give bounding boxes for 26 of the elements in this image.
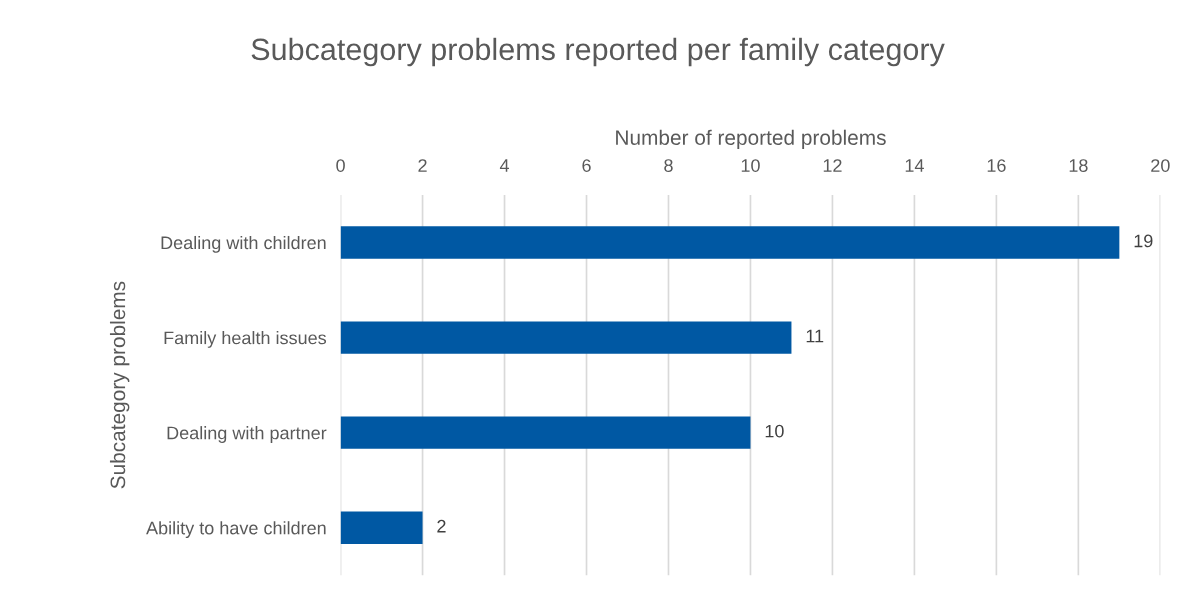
bar [340,416,751,449]
data-label: 11 [806,329,824,343]
y-tick-label: Ability to have children [146,521,326,539]
x-tick-label: 0 [336,159,345,172]
x-tick-label: 18 [1069,159,1088,172]
chart-title: Subcategory problems reported per family category [251,37,945,67]
y-tick-label: Family health issues [164,331,327,348]
data-label: 2 [437,519,446,533]
x-tick-label: 14 [905,159,924,172]
x-tick-label: 8 [664,159,673,172]
x-tick-label: 12 [823,159,842,172]
y-axis-title: Subcategory problems [109,281,130,489]
x-tick-label: 4 [499,159,510,172]
bar [340,511,423,544]
x-tick-label: 6 [582,159,591,172]
bar [340,321,792,354]
x-tick-label: 2 [418,159,427,172]
x-tick-label: 20 [1151,159,1170,172]
bar [340,226,1120,259]
data-label: 10 [765,424,784,438]
x-tick-label: 10 [741,159,760,172]
x-axis-title: Number of reported problems [616,129,886,150]
x-tick-label: 16 [987,159,1006,172]
data-label: 19 [1134,234,1153,248]
y-tick-label: Dealing with children [161,235,326,253]
y-tick-label: Dealing with partner [167,426,327,443]
